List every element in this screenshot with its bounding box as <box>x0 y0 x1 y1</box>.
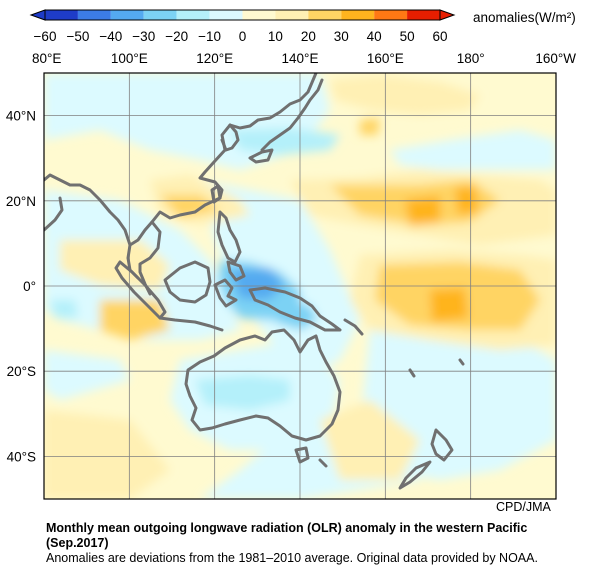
colorbar-tick-label: −30 <box>132 29 155 44</box>
latitude-label: 20°S <box>7 364 36 379</box>
credit-label: CPD/JMA <box>496 500 551 514</box>
longitude-label: 160°W <box>535 51 576 66</box>
colorbar-swatch <box>407 10 440 20</box>
colorbar: −60 −50 −40 −30 −20 −10 0 10 20 30 40 50 60 <box>29 9 456 44</box>
latitude-label: 40°S <box>7 449 36 464</box>
colorbar-tick-label: 20 <box>301 29 316 44</box>
latitude-label: 0° <box>23 279 36 294</box>
colorbar-tick-label: 50 <box>400 29 415 44</box>
colorbar-tick-label: −10 <box>198 29 221 44</box>
colorbar-tick-label: −20 <box>165 29 188 44</box>
colorbar-tick-label: 40 <box>367 29 382 44</box>
latitude-label: 40°N <box>6 109 36 124</box>
latitude-label: 20°N <box>6 194 36 209</box>
colorbar-tick-label: −60 <box>34 29 57 44</box>
caption-note: Anomalies are deviations from the 1981–2… <box>46 551 538 565</box>
colorbar-swatch <box>45 10 78 20</box>
colorbar-swatch <box>209 10 243 20</box>
colorbar-swatch <box>110 10 144 20</box>
colorbar-swatch <box>176 10 210 20</box>
colorbar-left-arrow <box>29 9 46 21</box>
colorbar-swatch <box>77 10 111 20</box>
longitude-label: 120°E <box>196 51 233 66</box>
longitude-label: 140°E <box>282 51 319 66</box>
coastline-outlines <box>44 73 465 490</box>
colorbar-right-arrow <box>439 9 456 21</box>
colorbar-tick-label: −50 <box>66 29 89 44</box>
colorbar-tick-label: 60 <box>432 29 447 44</box>
map-panel <box>43 72 557 500</box>
longitude-label: 160°E <box>367 51 404 66</box>
colorbar-swatch <box>143 10 177 20</box>
lat-lon-grid <box>44 73 556 499</box>
longitude-labels: 80°E 100°E 120°E 140°E 160°E 180° 160°W <box>32 51 576 66</box>
colorbar-tick-label: 0 <box>239 29 247 44</box>
longitude-label: 180° <box>457 51 485 66</box>
colorbar-swatch <box>275 10 309 20</box>
caption-title-line2: (Sep.2017) <box>46 536 109 550</box>
colorbar-tick-label: −40 <box>99 29 122 44</box>
longitude-label: 80°E <box>32 51 61 66</box>
map-frame <box>43 72 557 500</box>
colorbar-tick-label: 10 <box>268 29 283 44</box>
longitude-label: 100°E <box>111 51 148 66</box>
colorbar-unit-label: anomalies(W/m²) <box>473 10 576 25</box>
anomaly-field <box>44 73 556 499</box>
colorbar-swatch <box>308 10 342 20</box>
colorbar-tick-label: 30 <box>334 29 349 44</box>
colorbar-swatch <box>374 10 408 20</box>
caption-title-line1: Monthly mean outgoing longwave radiation… <box>46 521 528 535</box>
latitude-labels: 40°N 20°N 0° 20°S 40°S <box>6 109 36 465</box>
colorbar-swatch <box>242 10 276 20</box>
colorbar-swatch <box>341 10 375 20</box>
